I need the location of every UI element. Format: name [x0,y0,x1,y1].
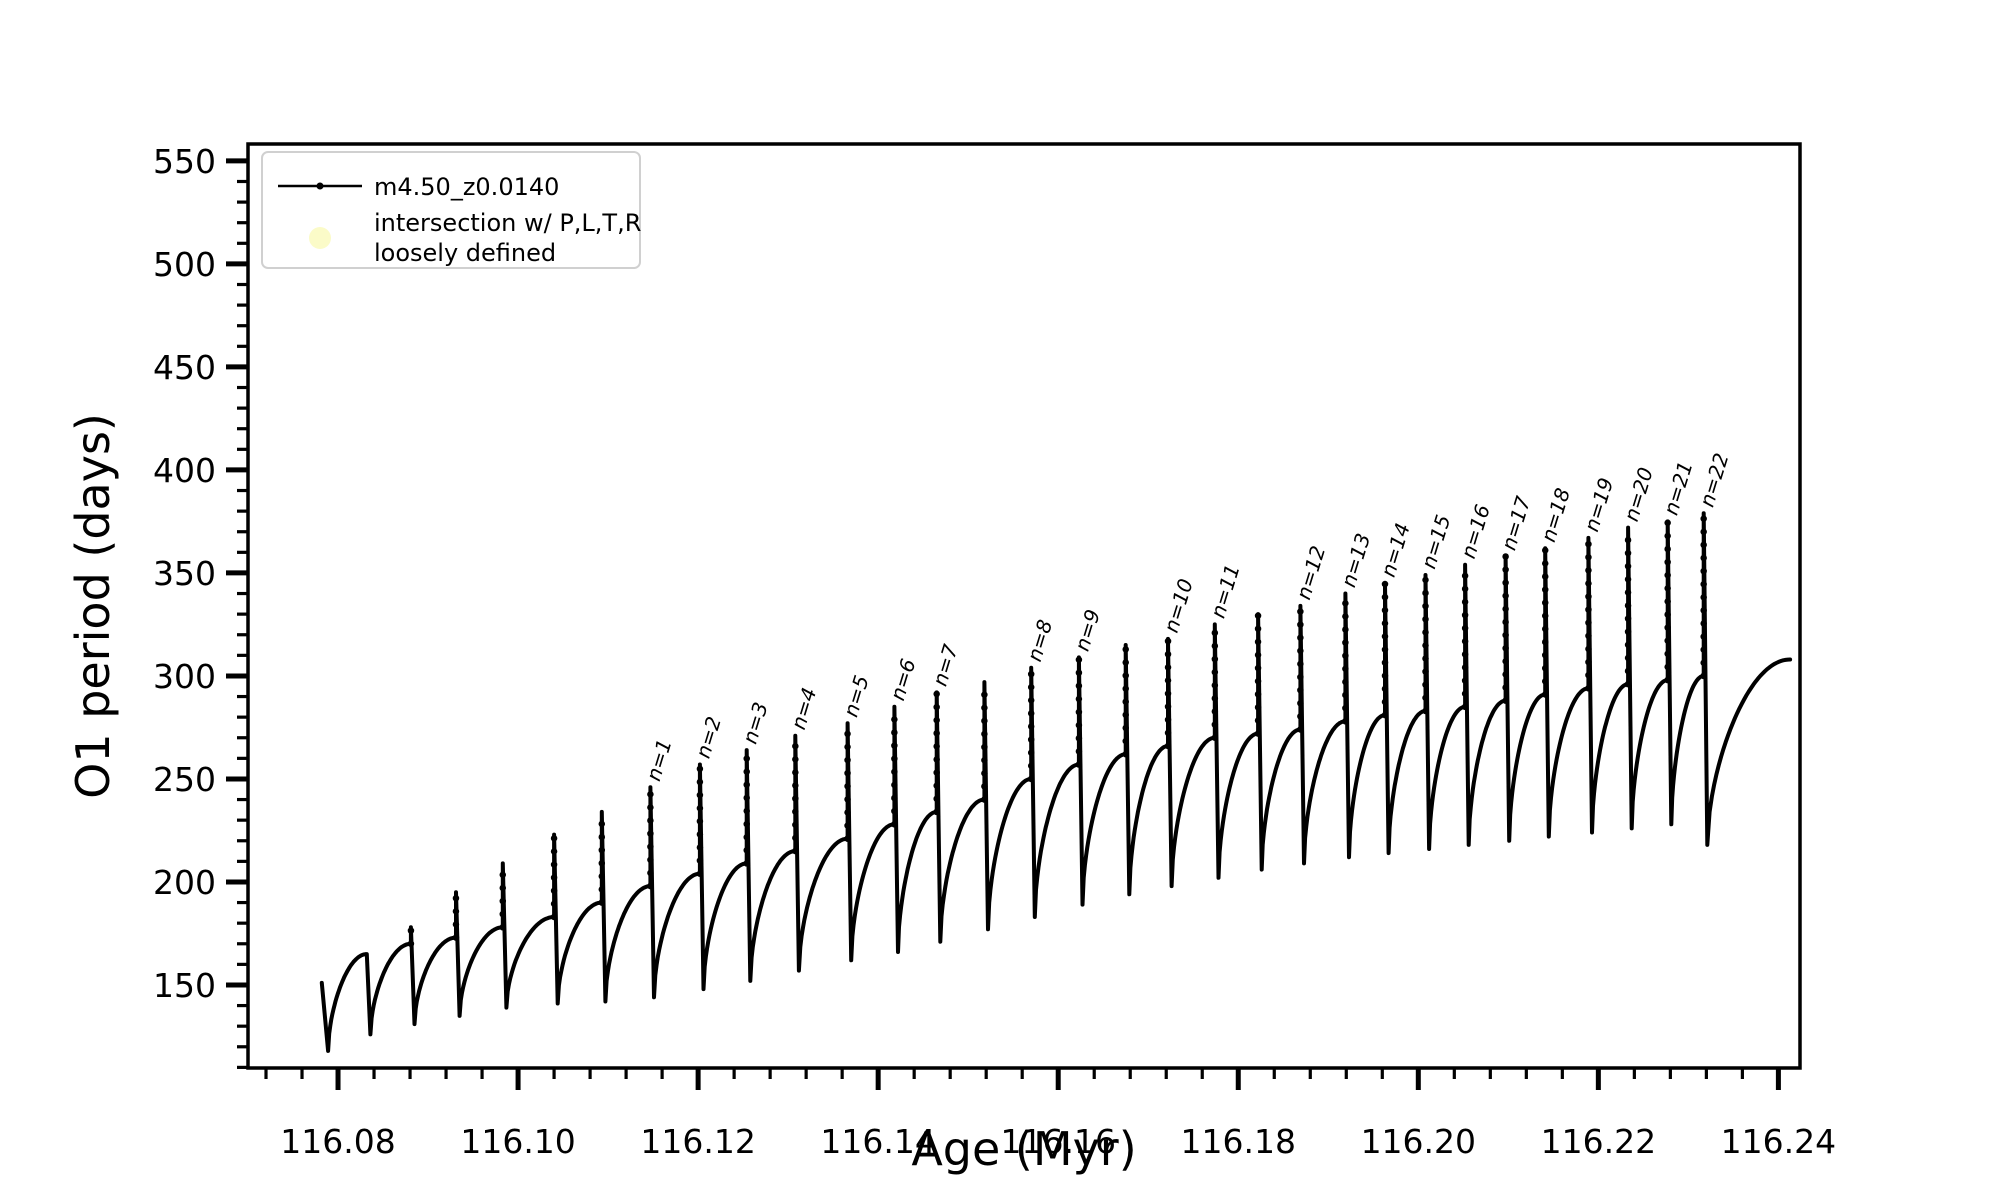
spike-label-n=7: n=7 [928,641,963,689]
legend-label-intersection-line2: loosely defined [374,239,556,267]
spike-label-n=6: n=6 [885,656,920,703]
spike-label-n=4: n=4 [786,685,821,732]
spike-label-n=1: n=1 [641,736,676,783]
x-tick-label: 116.16 [1000,1122,1115,1161]
y-tick-label: 150 [153,966,216,1005]
legend-line-marker [316,182,324,190]
spike-label-n=8: n=8 [1022,617,1057,664]
spike-label-n=15: n=15 [1416,512,1455,572]
legend-box [261,151,641,269]
series-line [319,511,1793,1053]
x-tick-label: 116.22 [1541,1122,1656,1161]
legend-label-series: m4.50_z0.0140 [374,173,559,201]
y-tick-label: 500 [153,245,216,284]
y-axis-label: O1 period (days) [66,413,120,799]
x-axis-label: Age (Myr) [911,1122,1137,1176]
y-tick-label: 200 [153,863,216,902]
legend-label-intersection-line1: intersection w/ P,L,T,R [374,209,641,237]
y-tick-label: 450 [153,348,216,387]
x-tick-label: 116.14 [820,1122,935,1161]
spike-label-n=16: n=16 [1456,502,1495,562]
y-tick-label: 400 [153,451,216,490]
y-tick-label: 300 [153,657,216,696]
x-tick-label: 116.12 [640,1122,755,1161]
x-tick-label: 116.10 [460,1122,575,1161]
spike-label-n=12: n=12 [1291,543,1330,603]
legend-intersection-marker [309,227,331,249]
spike-label-n=22: n=22 [1695,450,1734,510]
spike-label-n=19: n=19 [1579,475,1618,535]
x-tick-label: 116.24 [1721,1122,1836,1161]
spike-label-n=13: n=13 [1336,530,1375,590]
spike-label-n=18: n=18 [1536,485,1575,545]
y-tick-label: 350 [153,554,216,593]
x-tick-label: 116.18 [1181,1122,1296,1161]
x-tick-label: 116.08 [280,1122,395,1161]
y-tick-label: 250 [153,760,216,799]
spike-label-n=14: n=14 [1376,520,1415,580]
spike-label-n=11: n=11 [1206,561,1245,621]
spike-label-n=9: n=9 [1070,607,1105,654]
x-tick-label: 116.20 [1361,1122,1476,1161]
spike-label-n=10: n=10 [1159,576,1198,636]
spike-label-n=20: n=20 [1619,465,1658,525]
spike-label-n=21: n=21 [1659,458,1698,518]
spike-label-n=17: n=17 [1496,493,1535,553]
axes-spines [246,142,1802,1070]
spike-label-n=2: n=2 [691,714,726,761]
spike-label-n=5: n=5 [838,672,873,719]
y-tick-label: 550 [153,142,216,181]
spike-label-n=3: n=3 [738,699,773,746]
